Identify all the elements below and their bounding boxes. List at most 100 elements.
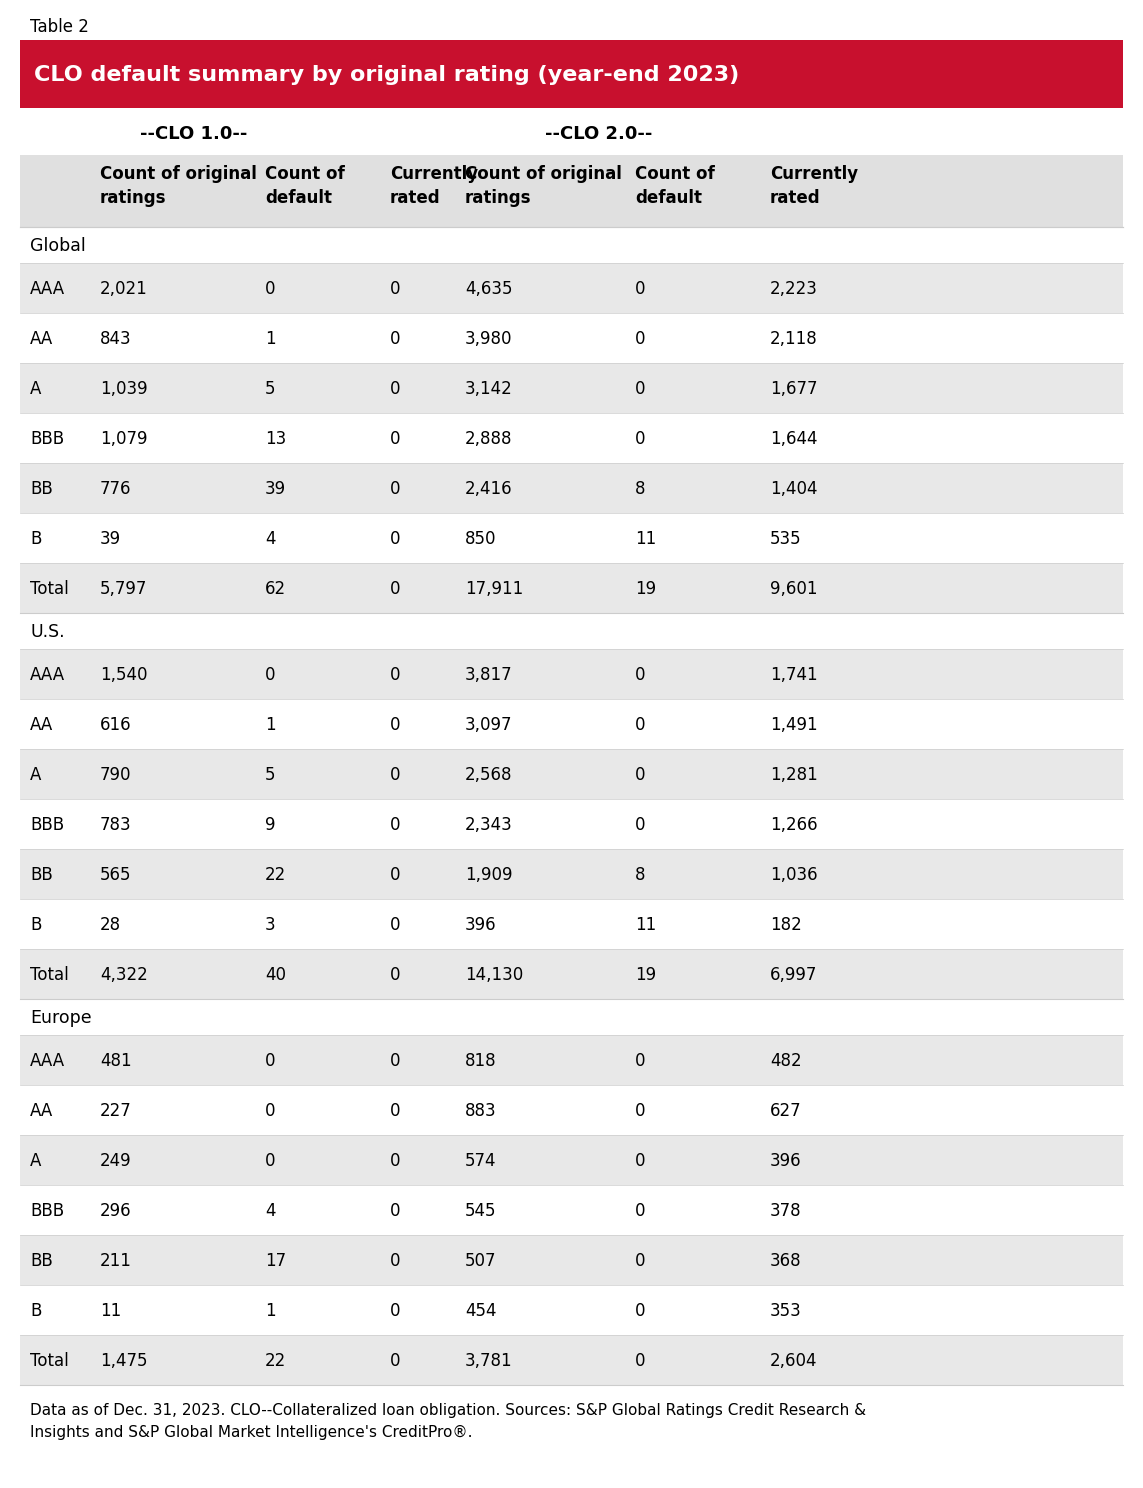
- Text: U.S.: U.S.: [30, 623, 65, 641]
- Bar: [19, 1135, 1124, 1184]
- Text: 850: 850: [465, 530, 496, 548]
- Text: AAA: AAA: [30, 280, 65, 298]
- Text: 4,635: 4,635: [465, 280, 512, 298]
- Bar: [19, 1036, 1124, 1085]
- Text: 0: 0: [636, 1202, 646, 1220]
- Text: 545: 545: [465, 1202, 496, 1220]
- Text: 9,601: 9,601: [770, 580, 817, 598]
- Text: 0: 0: [390, 966, 400, 984]
- Text: 40: 40: [265, 966, 286, 984]
- Bar: [19, 1235, 1124, 1286]
- Text: 0: 0: [390, 716, 400, 734]
- Text: 2,416: 2,416: [465, 481, 512, 498]
- Text: 22: 22: [265, 866, 286, 884]
- Text: 5: 5: [265, 379, 275, 397]
- Text: 2,223: 2,223: [770, 280, 818, 298]
- Text: 2,118: 2,118: [770, 330, 817, 348]
- Text: 0: 0: [636, 1052, 646, 1070]
- Text: 0: 0: [636, 379, 646, 397]
- Text: 39: 39: [99, 530, 121, 548]
- Text: AA: AA: [30, 1103, 54, 1120]
- Text: 0: 0: [390, 667, 400, 684]
- Text: 2,021: 2,021: [99, 280, 147, 298]
- Text: Table 2: Table 2: [30, 18, 89, 36]
- Text: Global: Global: [30, 237, 86, 254]
- Bar: [19, 562, 1124, 613]
- Text: 3,781: 3,781: [465, 1353, 512, 1370]
- Text: 0: 0: [390, 580, 400, 598]
- Text: 1,404: 1,404: [770, 481, 817, 498]
- Text: 0: 0: [390, 1152, 400, 1170]
- Bar: [19, 949, 1124, 998]
- Bar: [19, 1286, 1124, 1335]
- Text: 6,997: 6,997: [770, 966, 817, 984]
- Text: 0: 0: [636, 815, 646, 833]
- Bar: [19, 998, 1124, 1036]
- Text: CLO default summary by original rating (year-end 2023): CLO default summary by original rating (…: [34, 65, 740, 85]
- Text: BB: BB: [30, 1251, 53, 1269]
- Text: 0: 0: [265, 280, 275, 298]
- Text: 0: 0: [390, 530, 400, 548]
- Text: 9: 9: [265, 815, 275, 833]
- Text: 454: 454: [465, 1302, 496, 1320]
- Text: 1,266: 1,266: [770, 815, 817, 833]
- Bar: [19, 699, 1124, 748]
- Text: 0: 0: [636, 430, 646, 448]
- Text: 17,911: 17,911: [465, 580, 523, 598]
- Text: 3,097: 3,097: [465, 716, 512, 734]
- Text: 0: 0: [265, 1052, 275, 1070]
- Text: 0: 0: [636, 1103, 646, 1120]
- Bar: [19, 850, 1124, 899]
- Text: 0: 0: [390, 766, 400, 784]
- Text: --CLO 1.0--: --CLO 1.0--: [139, 125, 247, 143]
- Text: 211: 211: [99, 1251, 131, 1269]
- Text: AA: AA: [30, 330, 54, 348]
- Text: --CLO 2.0--: --CLO 2.0--: [545, 125, 653, 143]
- Text: 818: 818: [465, 1052, 496, 1070]
- Text: 4: 4: [265, 1202, 275, 1220]
- Text: 4,322: 4,322: [99, 966, 147, 984]
- Text: Count of original
ratings: Count of original ratings: [465, 165, 622, 207]
- Text: AAA: AAA: [30, 667, 65, 684]
- Text: B: B: [30, 1302, 41, 1320]
- Text: 535: 535: [770, 530, 801, 548]
- Text: 28: 28: [99, 917, 121, 934]
- Text: 0: 0: [390, 379, 400, 397]
- Text: 507: 507: [465, 1251, 496, 1269]
- Text: 3,980: 3,980: [465, 330, 512, 348]
- Text: 378: 378: [770, 1202, 801, 1220]
- Text: AAA: AAA: [30, 1052, 65, 1070]
- Text: Total: Total: [30, 1353, 69, 1370]
- Text: 790: 790: [99, 766, 131, 784]
- Text: 1: 1: [265, 716, 275, 734]
- Text: 2,888: 2,888: [465, 430, 512, 448]
- Text: 353: 353: [770, 1302, 801, 1320]
- Text: 574: 574: [465, 1152, 496, 1170]
- Text: 0: 0: [265, 1152, 275, 1170]
- Text: 3: 3: [265, 917, 275, 934]
- Text: 0: 0: [390, 1251, 400, 1269]
- Text: 616: 616: [99, 716, 131, 734]
- Text: 249: 249: [99, 1152, 131, 1170]
- Text: Count of original
ratings: Count of original ratings: [99, 165, 257, 207]
- Bar: [19, 414, 1124, 463]
- Text: 8: 8: [636, 866, 646, 884]
- Text: 776: 776: [99, 481, 131, 498]
- Text: 2,568: 2,568: [465, 766, 512, 784]
- Bar: [19, 312, 1124, 363]
- Text: 17: 17: [265, 1251, 286, 1269]
- Text: 0: 0: [390, 280, 400, 298]
- Text: 62: 62: [265, 580, 286, 598]
- Text: 14,130: 14,130: [465, 966, 523, 984]
- Text: 481: 481: [99, 1052, 131, 1070]
- Text: 0: 0: [636, 1302, 646, 1320]
- Text: 1,677: 1,677: [770, 379, 817, 397]
- Text: 783: 783: [99, 815, 131, 833]
- Text: 0: 0: [390, 815, 400, 833]
- Text: 1,281: 1,281: [770, 766, 817, 784]
- Text: 0: 0: [390, 917, 400, 934]
- Text: BBB: BBB: [30, 430, 64, 448]
- Text: 396: 396: [770, 1152, 801, 1170]
- Text: B: B: [30, 530, 41, 548]
- Text: BB: BB: [30, 866, 53, 884]
